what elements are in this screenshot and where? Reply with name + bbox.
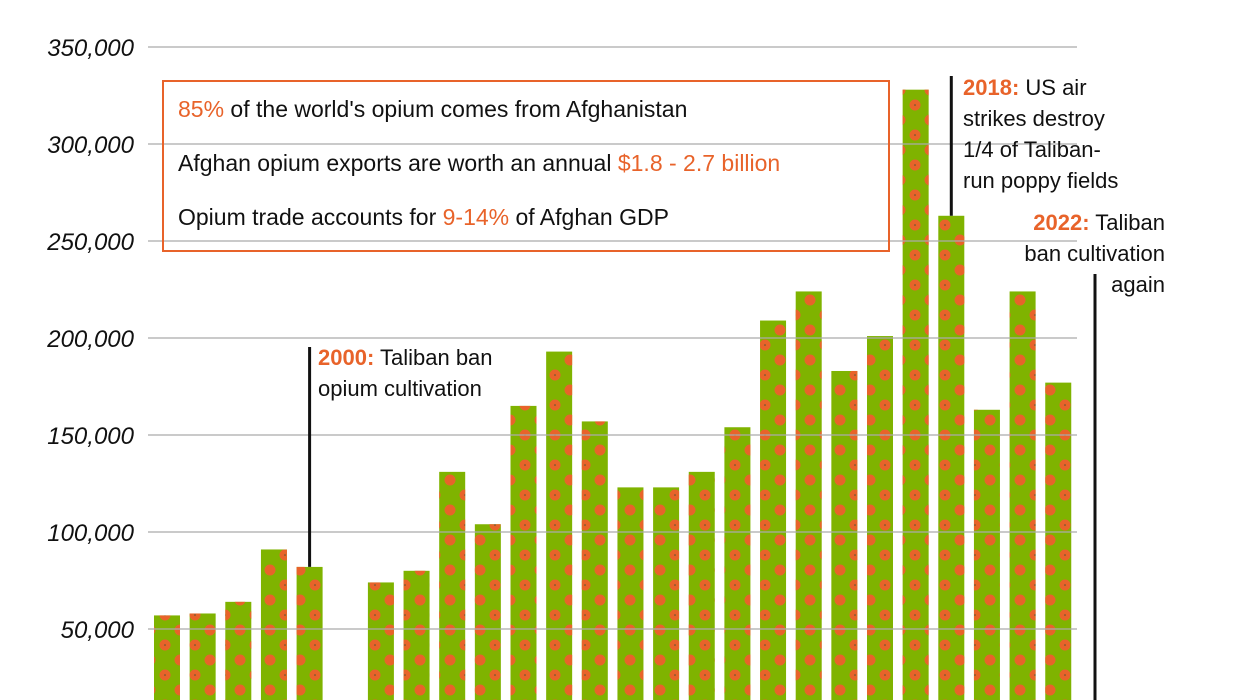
bar-pattern-2011 [688, 471, 715, 700]
y-tick-label: 50,000 [61, 617, 135, 644]
fact-2: Afghan opium exports are worth an annual… [178, 150, 781, 176]
bar-pattern-2003 [403, 570, 430, 700]
bar-pattern-2008 [581, 421, 608, 700]
bar-pattern-1996 [154, 615, 180, 700]
annotation-2000: 2000: Taliban ban opium cultivation [318, 345, 493, 401]
bar-pattern-2017 [902, 89, 929, 700]
annotation-2018: 2018: US air strikes destroy 1/4 of Tali… [963, 75, 1119, 193]
y-tick-label: 300,000 [47, 132, 134, 159]
bar-pattern-2016 [867, 336, 893, 700]
bar-pattern-2012 [724, 427, 751, 700]
bar-pattern-2013 [760, 320, 787, 700]
fact-3: Opium trade accounts for 9-14% of Afghan… [178, 204, 669, 230]
y-tick-label: 250,000 [46, 229, 134, 256]
y-tick-label: 350,000 [47, 35, 134, 62]
bar-pattern-1998 [225, 601, 252, 700]
facts-box: 85% of the world's opium comes from Afgh… [162, 80, 890, 252]
bar-pattern-2007 [546, 351, 573, 700]
bar-pattern-2002 [367, 582, 394, 700]
y-tick-label: 100,000 [47, 520, 134, 547]
bar-pattern-2010 [653, 487, 680, 700]
bar-pattern-2018 [938, 215, 965, 700]
bar-pattern-1999 [260, 549, 287, 700]
y-tick-label: 200,000 [46, 326, 134, 353]
bar-pattern-2014 [795, 291, 822, 700]
bar-pattern-2006 [510, 405, 537, 700]
bar-pattern-2000 [296, 566, 323, 700]
bar-pattern-1997 [189, 613, 216, 700]
y-tick-label: 150,000 [47, 423, 134, 450]
fact-1: 85% of the world's opium comes from Afgh… [178, 96, 688, 122]
bar-pattern-2015 [831, 370, 858, 700]
bar-pattern-2021 [1045, 382, 1072, 700]
annotation-2022: 2022: Taliban ban cultivation again [1024, 210, 1165, 297]
bar-pattern-2020 [1009, 291, 1036, 700]
bar-pattern-2019 [973, 409, 1000, 700]
bar-pattern-2009 [617, 487, 644, 700]
bar-pattern-2005 [474, 524, 501, 700]
bar-pattern-2004 [439, 471, 466, 700]
